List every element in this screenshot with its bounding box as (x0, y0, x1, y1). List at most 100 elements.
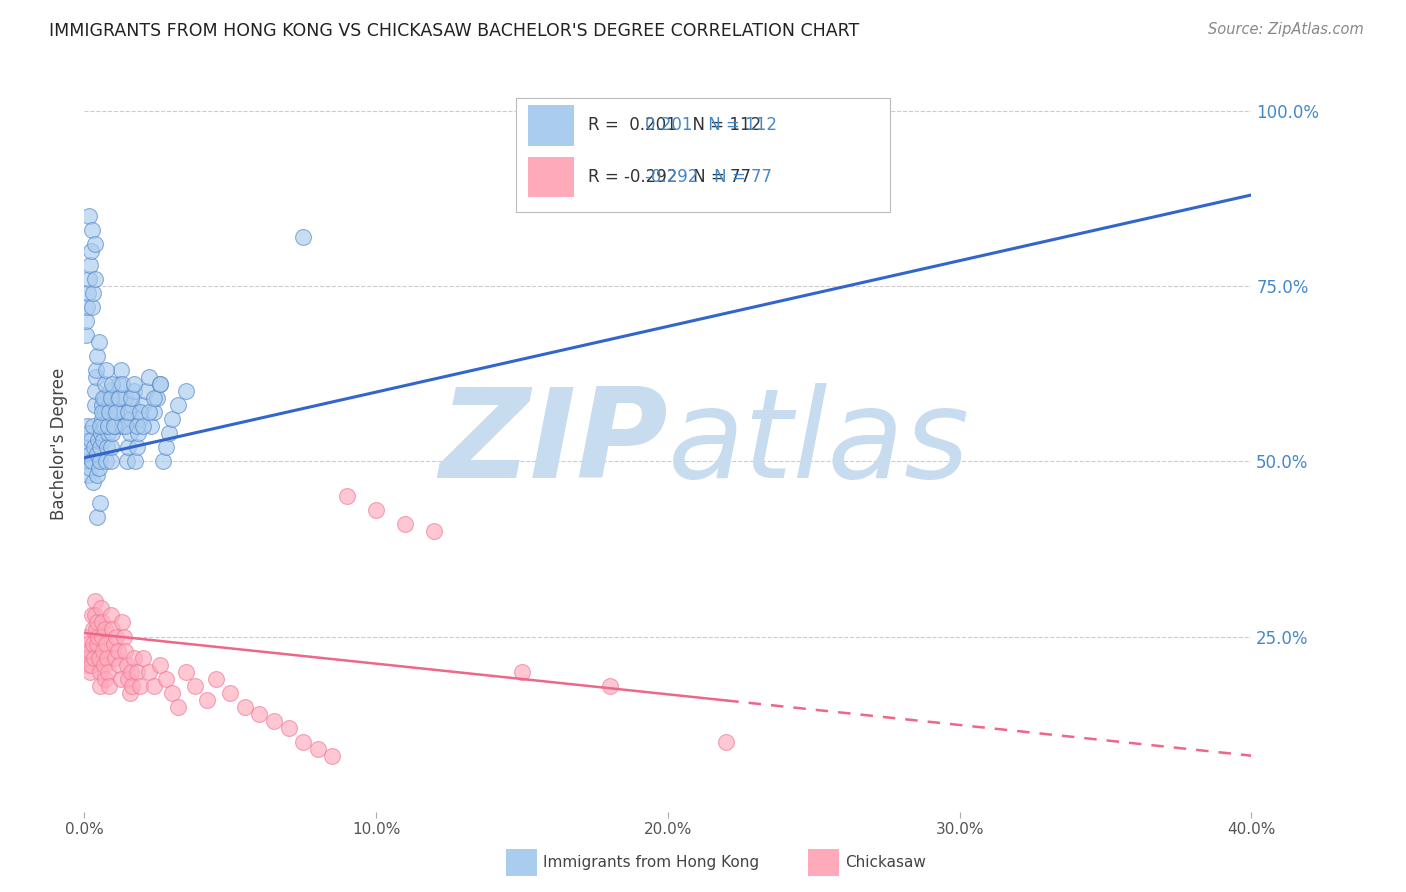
Point (105, 630, 128, 644)
Y-axis label: Bachelor's Degree: Bachelor's Degree (51, 368, 69, 520)
Point (233, 699, 256, 714)
Point (128, 679, 150, 693)
Point (120, 391, 142, 405)
Point (86, 349, 108, 363)
Point (100, 608, 122, 623)
Point (77, 650, 100, 665)
Point (146, 391, 169, 405)
Point (125, 440, 148, 454)
Point (155, 440, 177, 454)
Point (77, 286, 100, 301)
Point (83, 594, 105, 608)
Point (160, 412, 183, 426)
Point (100, 454, 122, 468)
Point (84, 623, 107, 637)
Point (127, 426, 149, 441)
Point (111, 377, 134, 392)
Point (86, 447, 108, 461)
Text: IMMIGRANTS FROM HONG KONG VS CHICKASAW BACHELOR'S DEGREE CORRELATION CHART: IMMIGRANTS FROM HONG KONG VS CHICKASAW B… (49, 22, 859, 40)
Point (125, 419, 148, 434)
Point (82, 419, 104, 434)
Point (166, 699, 188, 714)
Point (204, 672, 226, 686)
Text: Source: ZipAtlas.com: Source: ZipAtlas.com (1208, 22, 1364, 37)
Text: Chickasaw: Chickasaw (845, 855, 927, 870)
Point (149, 657, 172, 672)
Text: -0.292   N = 77: -0.292 N = 77 (644, 168, 772, 186)
Point (143, 679, 166, 693)
Point (93, 419, 115, 434)
Point (277, 721, 299, 735)
Point (90, 426, 112, 441)
Point (160, 685, 183, 699)
Point (79, 461, 101, 475)
Point (100, 440, 122, 454)
Point (94, 672, 117, 686)
Point (112, 630, 135, 644)
Point (128, 412, 150, 426)
Point (104, 650, 127, 665)
Point (86, 468, 108, 483)
Point (97, 665, 120, 679)
Point (90, 405, 112, 419)
Point (292, 734, 315, 748)
Point (122, 384, 145, 399)
Point (394, 517, 416, 532)
Point (83, 398, 105, 412)
Point (96, 454, 118, 468)
Point (125, 665, 148, 679)
FancyBboxPatch shape (516, 98, 890, 212)
Point (86, 636, 108, 650)
Point (108, 377, 131, 392)
Point (103, 419, 125, 434)
Point (149, 377, 172, 392)
Point (91, 391, 114, 405)
Point (82, 475, 104, 490)
Point (120, 412, 142, 426)
Point (100, 391, 122, 405)
Point (122, 377, 145, 392)
Point (84, 370, 107, 384)
Point (599, 679, 621, 693)
Point (76, 419, 98, 434)
Point (114, 419, 136, 434)
Point (101, 377, 124, 392)
Point (103, 636, 125, 650)
Point (89, 679, 111, 693)
Point (716, 734, 738, 748)
Point (89, 454, 111, 468)
Point (121, 398, 143, 412)
Point (80, 223, 103, 237)
Point (143, 405, 166, 419)
Point (117, 405, 139, 419)
Point (138, 665, 160, 679)
Point (91, 643, 114, 657)
Point (120, 665, 142, 679)
Point (80, 434, 103, 448)
Text: 0.201   N = 112: 0.201 N = 112 (644, 116, 776, 134)
Point (82, 286, 104, 301)
Point (90, 601, 112, 615)
Point (510, 665, 533, 679)
Point (80, 608, 103, 623)
Point (98, 679, 121, 693)
Point (118, 426, 141, 441)
Point (107, 391, 129, 405)
Point (89, 496, 111, 510)
Point (87, 461, 110, 475)
Point (157, 426, 180, 441)
Text: R = -0.292   N = 77: R = -0.292 N = 77 (589, 168, 751, 186)
Point (122, 650, 145, 665)
Point (87, 650, 110, 665)
Point (124, 454, 146, 468)
Point (77, 209, 100, 223)
Point (149, 377, 172, 392)
Point (84, 608, 107, 623)
Point (94, 377, 117, 392)
Point (249, 706, 271, 721)
Point (184, 679, 207, 693)
Point (423, 524, 446, 539)
Point (97, 412, 120, 426)
Point (118, 685, 141, 699)
Point (76, 440, 98, 454)
